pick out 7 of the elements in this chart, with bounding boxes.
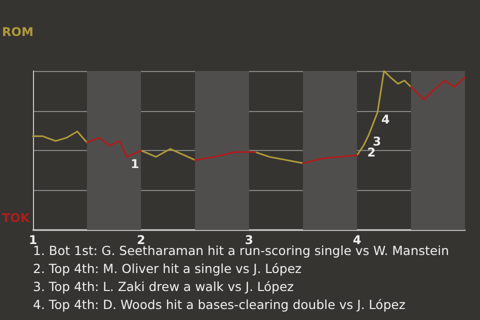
text: ROM xyxy=(2,25,34,39)
text: 2. Top 4th: M. Oliver hit a single vs J. López xyxy=(33,261,302,276)
text: 3. Top 4th: L. Zaki drew a walk vs J. López xyxy=(33,279,294,294)
text: 4. Top 4th: D. Woods hit a bases-clearing double vs J. López xyxy=(33,297,406,312)
text: TOK xyxy=(2,211,30,225)
annotation: 4 xyxy=(381,112,390,126)
annotation: 1 xyxy=(130,156,140,171)
